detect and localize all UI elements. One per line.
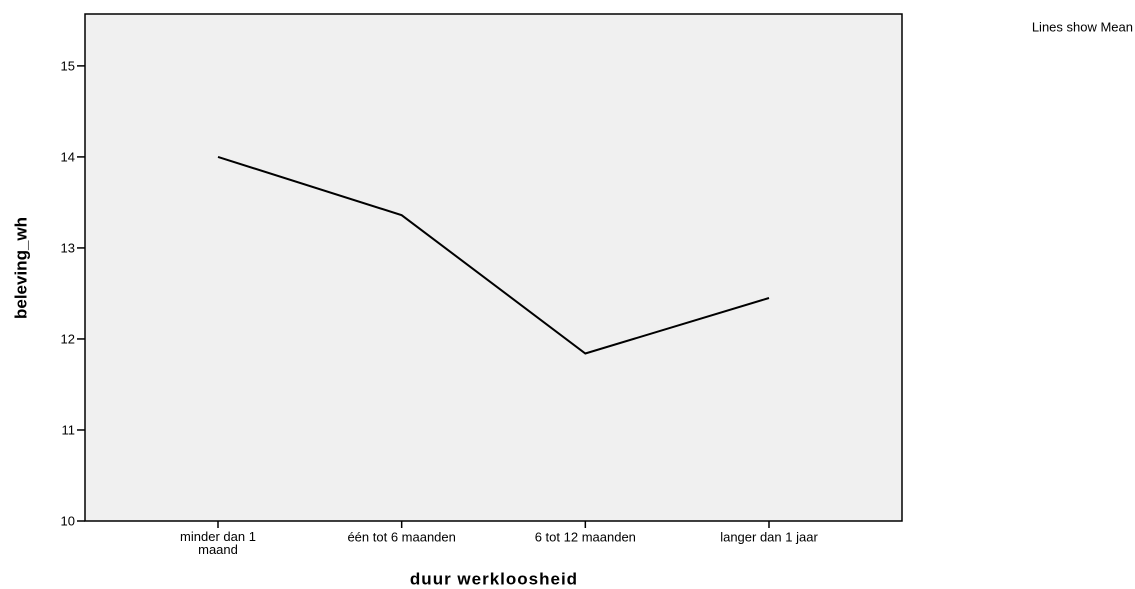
y-tick-label: 11 — [62, 422, 76, 437]
x-tick-label: 6 tot 12 maanden — [535, 529, 636, 544]
note: Lines show Mean — [1032, 19, 1133, 34]
y-tick-label: 10 — [61, 513, 75, 528]
x-tick-label: minder dan 1 maand — [180, 529, 256, 557]
y-tick-label: 13 — [61, 240, 75, 255]
y-tick-label: 12 — [61, 331, 75, 346]
y-tick-label: 14 — [61, 149, 75, 164]
x-tick-label: langer dan 1 jaar — [720, 529, 818, 544]
x-axis-label: duur werkloosheid — [410, 569, 578, 588]
plot-area — [84, 13, 903, 522]
y-tick-label: 15 — [61, 58, 75, 73]
line — [217, 155, 770, 355]
x-tick-label: één tot 6 maanden — [347, 529, 455, 544]
y-axis-label: beleving_wh — [11, 217, 30, 319]
